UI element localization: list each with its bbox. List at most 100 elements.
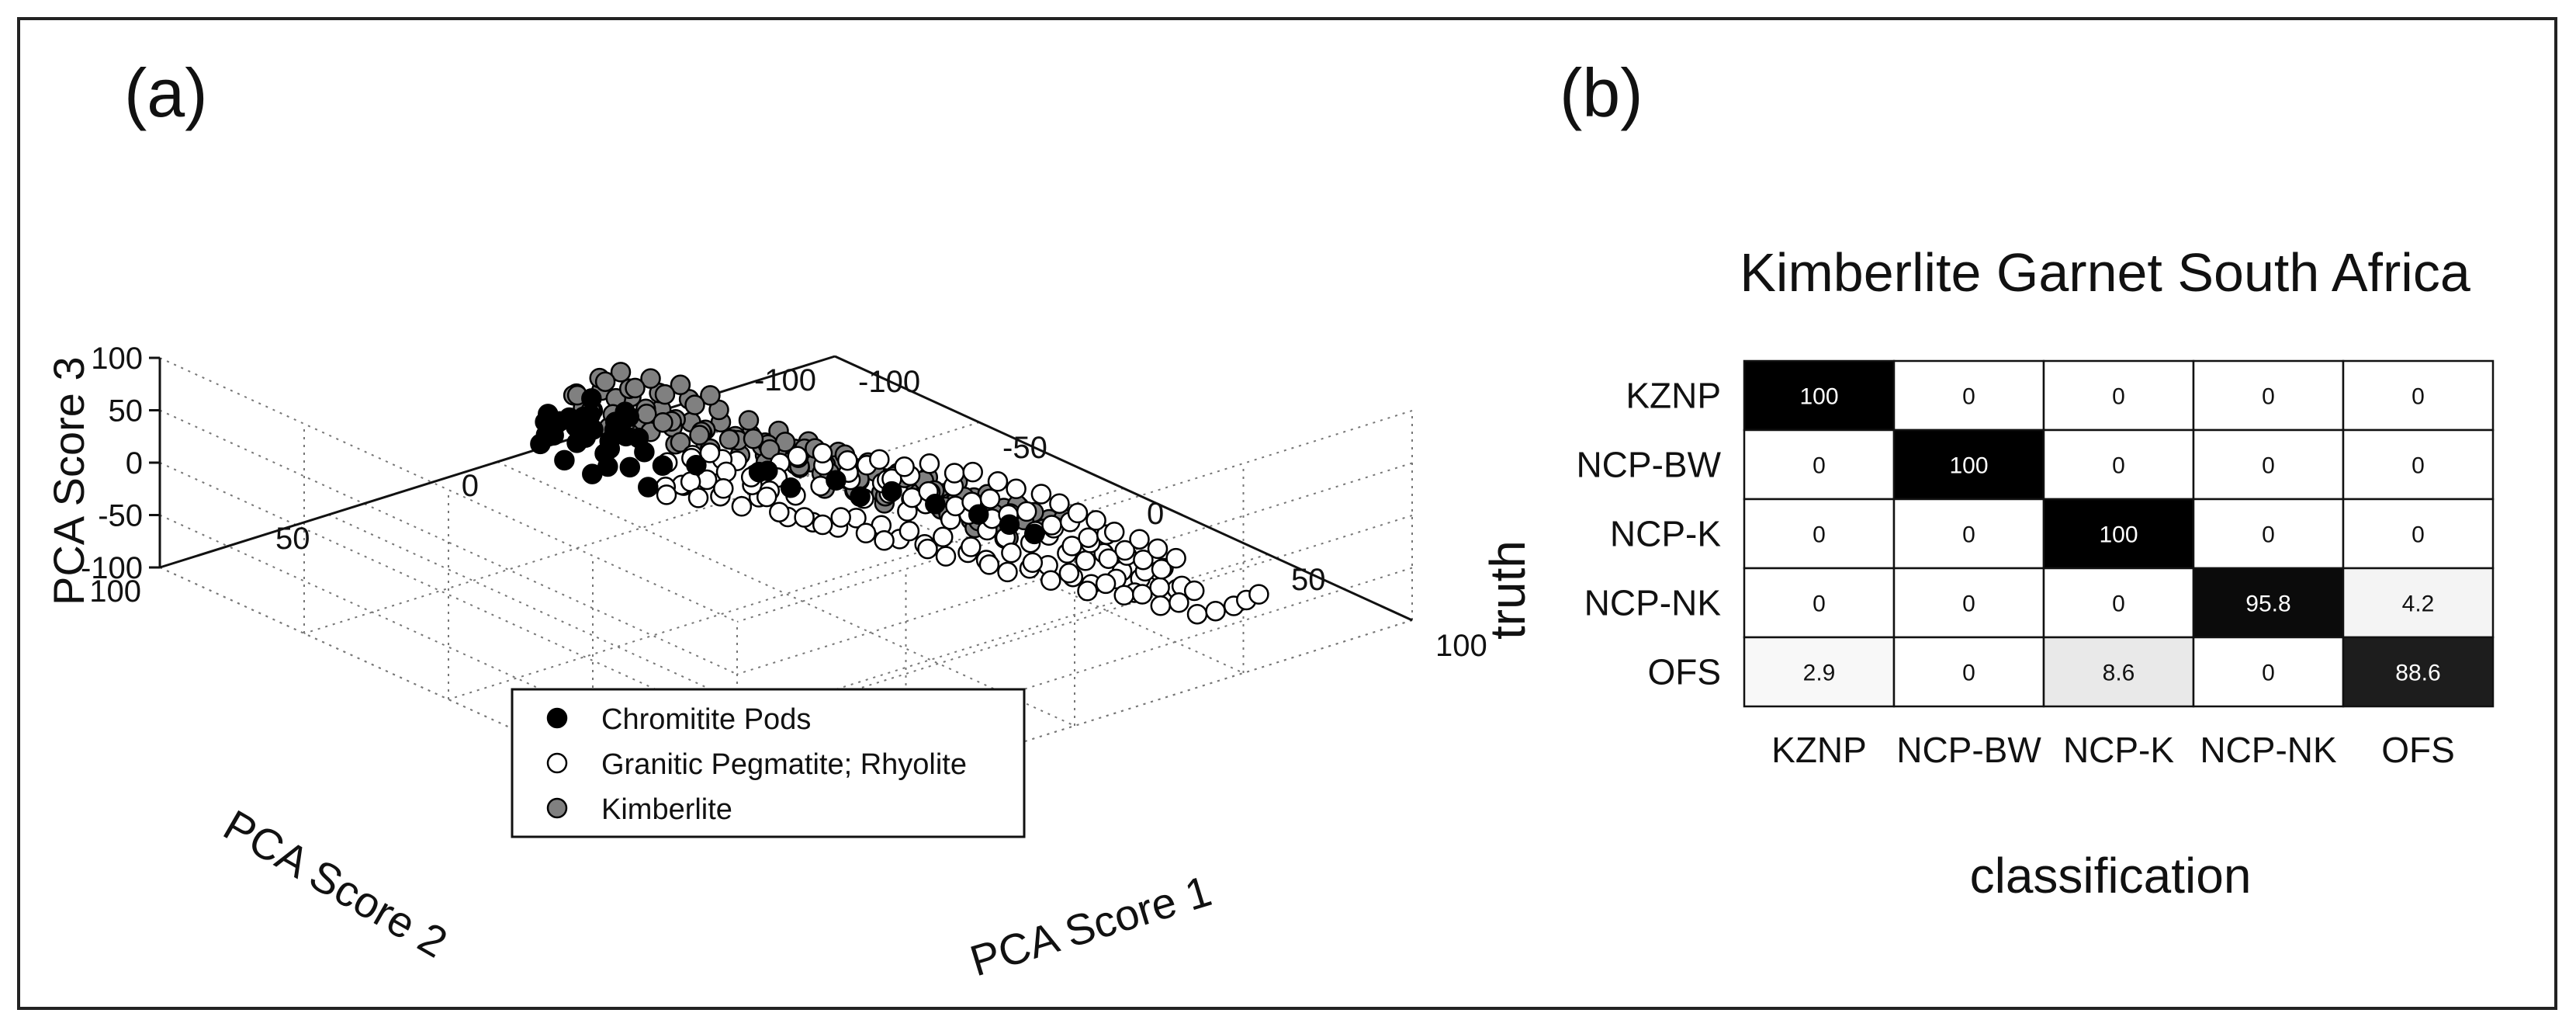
cm-cell [2342, 498, 2495, 570]
point-granitic-pegmatite-rhyolite [933, 526, 954, 548]
point-granitic-pegmatite-rhyolite [1058, 563, 1080, 584]
cm-cell-value: 0 [2262, 453, 2275, 479]
point-kimberlite [743, 428, 764, 449]
cm-cell-value: 0 [2112, 453, 2125, 479]
grid-line [159, 462, 738, 727]
point-chromitite-pods [634, 441, 655, 463]
point-granitic-pegmatite-rhyolite [1095, 573, 1117, 595]
grid-line [159, 357, 738, 623]
z-tick-label: 0 [126, 446, 143, 481]
point-chromitite-pods [999, 514, 1020, 535]
cm-cell [2342, 428, 2495, 501]
cm-cell [2342, 567, 2495, 639]
point-granitic-pegmatite-rhyolite [1114, 540, 1136, 561]
point-granitic-pegmatite-rhyolite [1085, 510, 1106, 531]
grid-line [736, 619, 1413, 832]
cm-cell-value: 0 [1813, 592, 1826, 617]
point-kimberlite [700, 385, 721, 406]
z-tick-label: -50 [98, 499, 143, 533]
cm-row-labels: KZNP NCP-BW NCP-K NCP-NK OFS [1576, 376, 1721, 692]
point-granitic-pegmatite-rhyolite [1075, 550, 1096, 571]
point-granitic-pegmatite-rhyolite [1149, 577, 1170, 599]
point-granitic-pegmatite-rhyolite [1129, 529, 1150, 550]
cm-cell-value: 0 [1962, 384, 1975, 410]
point-granitic-pegmatite-rhyolite [687, 487, 709, 508]
cm-cell [2042, 428, 2195, 501]
cm-cell-value: 4.2 [2402, 592, 2435, 617]
point-kimberlite [759, 439, 781, 460]
point-kimberlite [625, 377, 646, 399]
point-chromitite-pods [968, 504, 989, 526]
cm-cell-value: 0 [1962, 661, 1975, 686]
cm-cell [1892, 359, 2045, 432]
point-chromitite-pods [850, 486, 871, 508]
cm-cell-value: 95.8 [2245, 592, 2290, 617]
cm-cell-value: 0 [1962, 592, 1975, 617]
point-granitic-pegmatite-rhyolite [1133, 549, 1154, 571]
point-granitic-pegmatite-rhyolite [1103, 522, 1125, 543]
point-granitic-pegmatite-rhyolite [812, 514, 833, 536]
cm-cell-value: 0 [2262, 661, 2275, 686]
cm-cell [2042, 359, 2195, 432]
x-axis-title: PCA Score 1 [964, 866, 1217, 985]
point-granitic-pegmatite-rhyolite [1113, 585, 1134, 606]
cm-cell-value: 0 [2262, 384, 2275, 410]
z-tick-label: 50 [109, 394, 144, 428]
point-granitic-pegmatite-rhyolite [917, 538, 938, 560]
cm-cell [1743, 567, 1896, 639]
legend-marker-kimberlite [546, 797, 568, 819]
grid-line [736, 410, 1413, 623]
point-chromitite-pods [686, 455, 707, 476]
point-granitic-pegmatite-rhyolite [1022, 552, 1044, 574]
grid-line [497, 461, 1075, 727]
point-kimberlite [670, 432, 691, 453]
cm-row-label: KZNP [1626, 376, 1721, 416]
cm-title: Kimberlite Garnet South Africa [1740, 242, 2470, 303]
point-granitic-pegmatite-rhyolite [943, 463, 965, 484]
cm-cell-value: 100 [2099, 522, 2138, 548]
point-kimberlite [684, 394, 705, 415]
point-chromitite-pods [780, 477, 802, 498]
cm-cell-value: 88.6 [2395, 661, 2440, 686]
panel-b-confusion-matrix: (b) Kimberlite Garnet South Africa 100 0 0… [1480, 54, 2495, 904]
point-granitic-pegmatite-rhyolite [769, 501, 790, 522]
point-granitic-pegmatite-rhyolite [935, 546, 957, 567]
point-granitic-pegmatite-rhyolite [1001, 542, 1022, 564]
legend-marker-chromitite [546, 707, 568, 729]
point-granitic-pegmatite-rhyolite [656, 484, 677, 505]
legend: Chromitite Pods Granitic Pegmatite; Rhyo… [511, 688, 1026, 838]
x-tick-label: 100 [1435, 629, 1487, 663]
point-granitic-pegmatite-rhyolite [699, 442, 721, 463]
cm-col-labels: KZNP NCP-BW NCP-K NCP-NK OFS [1771, 730, 2455, 770]
cm-col-label: OFS [2381, 730, 2455, 770]
cm-cell-value: 0 [2412, 384, 2425, 410]
panel-b-label: (b) [1560, 54, 1643, 131]
y-tick-label: 0 [462, 469, 479, 503]
point-chromitite-pods [582, 463, 603, 484]
y-axis-title: PCA Score 2 [216, 800, 455, 967]
panel-a-label: (a) [124, 54, 208, 131]
point-kimberlite [653, 411, 673, 433]
legend-label-pegmatite: Granitic Pegmatite; Rhyolite [601, 748, 967, 781]
cm-cells: 100 0 0 0 0 0 100 0 0 0 0 0 100 0 0 0 0 0 95.8 4.2 2.9 0 8.6 0 8… [1743, 359, 2495, 708]
cm-cell-value: 0 [1962, 522, 1975, 548]
point-granitic-pegmatite-rhyolite [874, 530, 895, 551]
cm-cell [1892, 636, 2045, 708]
point-chromitite-pods [599, 438, 621, 460]
grid-line [736, 462, 1413, 675]
point-granitic-pegmatite-rhyolite [1131, 584, 1153, 605]
point-granitic-pegmatite-rhyolite [1169, 592, 1189, 613]
y-tick-label: -100 [754, 363, 816, 397]
point-granitic-pegmatite-rhyolite [1165, 547, 1186, 569]
point-granitic-pegmatite-rhyolite [1183, 580, 1205, 602]
cm-cell-value: 8.6 [2103, 661, 2135, 686]
cm-cell-value: 100 [1799, 384, 1838, 410]
grid-line [736, 515, 1413, 727]
cm-cell-value: 0 [2412, 453, 2425, 479]
cm-cell-value: 0 [2262, 522, 2275, 548]
x-axis-line [834, 355, 1413, 622]
point-kimberlite [670, 374, 691, 396]
point-kimberlite [594, 371, 616, 392]
point-kimberlite [718, 428, 740, 450]
